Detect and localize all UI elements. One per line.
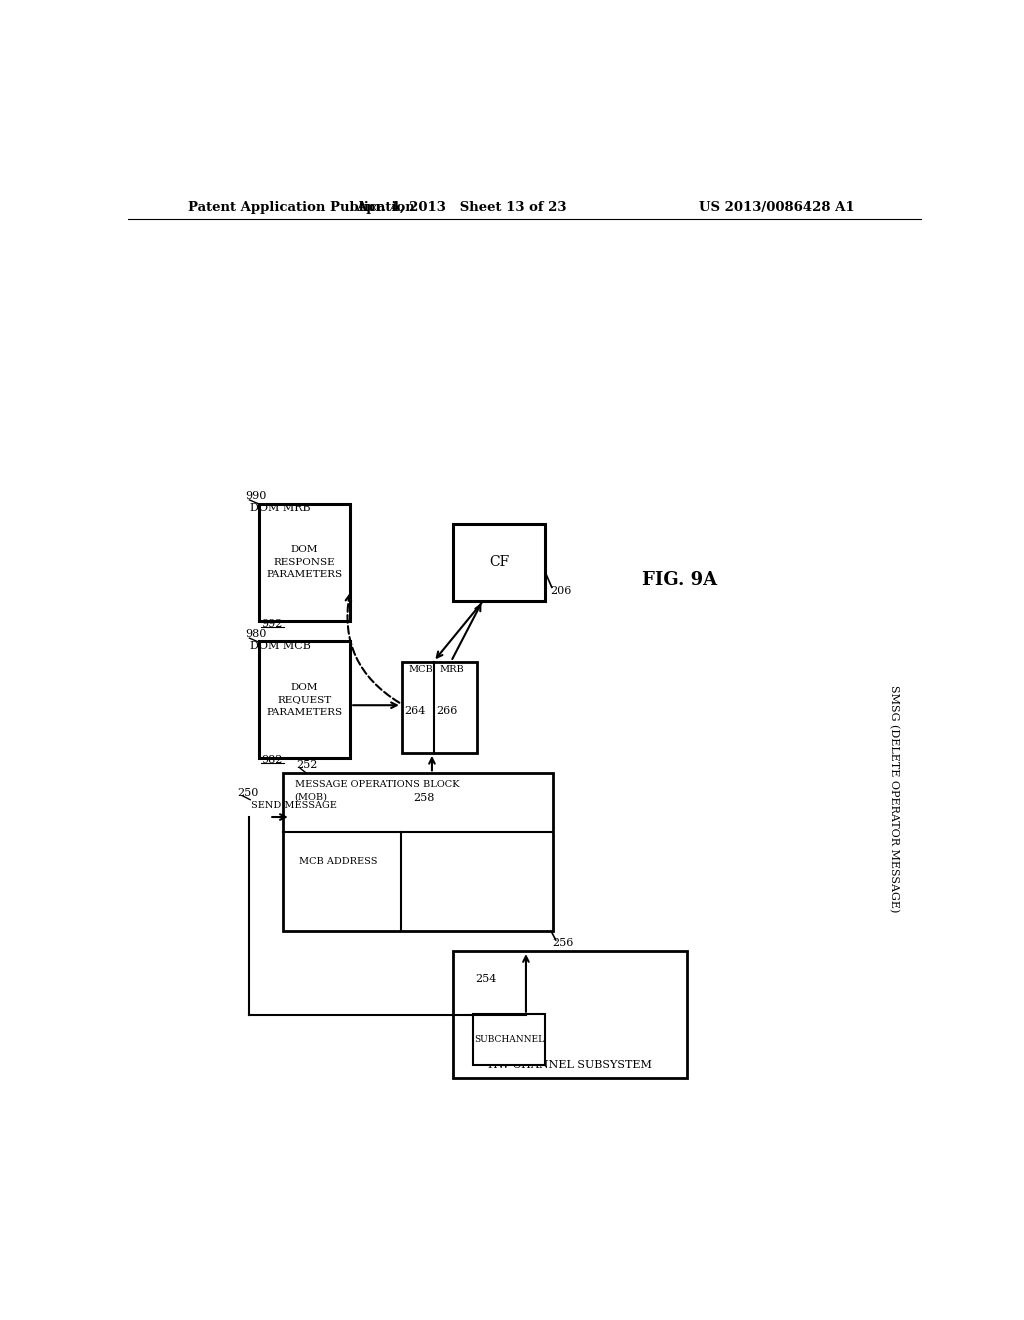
Text: 254: 254 (475, 974, 497, 983)
Text: MRB: MRB (439, 665, 464, 675)
Text: Patent Application Publication: Patent Application Publication (187, 201, 415, 214)
Text: 982: 982 (261, 755, 283, 766)
Text: US 2013/0086428 A1: US 2013/0086428 A1 (699, 201, 855, 214)
Text: 250: 250 (238, 788, 259, 797)
Text: HW CHANNEL SUBSYSTEM: HW CHANNEL SUBSYSTEM (488, 1060, 652, 1071)
Text: DOM
REQUEST
PARAMETERS: DOM REQUEST PARAMETERS (266, 682, 343, 717)
Bar (259, 504, 350, 620)
Text: 264: 264 (404, 706, 426, 717)
Bar (454, 952, 687, 1078)
Text: FIG. 9A: FIG. 9A (642, 572, 717, 589)
Text: 252: 252 (296, 760, 317, 770)
Text: MESSAGE OPERATIONS BLOCK: MESSAGE OPERATIONS BLOCK (295, 780, 459, 789)
Text: SEND MESSAGE: SEND MESSAGE (251, 801, 337, 810)
Text: 992: 992 (261, 619, 283, 628)
Text: 206: 206 (550, 586, 571, 597)
Bar (473, 1014, 545, 1065)
Text: 980: 980 (246, 630, 267, 639)
Text: (MOB): (MOB) (295, 792, 328, 801)
Text: SUBCHANNEL: SUBCHANNEL (474, 1035, 544, 1044)
Text: 266: 266 (436, 706, 458, 717)
Text: 258: 258 (414, 792, 435, 803)
Text: MCB: MCB (409, 665, 433, 675)
Text: 990: 990 (246, 491, 267, 500)
Text: Apr. 4, 2013   Sheet 13 of 23: Apr. 4, 2013 Sheet 13 of 23 (356, 201, 566, 214)
Text: DOM MRB: DOM MRB (250, 503, 311, 513)
Text: MCB ADDRESS: MCB ADDRESS (299, 857, 377, 866)
Text: SMSG (DELETE OPERATOR MESSAGE): SMSG (DELETE OPERATOR MESSAGE) (889, 685, 899, 912)
Bar (283, 774, 553, 931)
Bar (454, 524, 545, 601)
Bar (259, 642, 350, 758)
Text: CF: CF (488, 556, 509, 569)
Bar (401, 661, 477, 752)
Text: DOM MCB: DOM MCB (250, 642, 311, 651)
Text: 256: 256 (552, 939, 573, 948)
Text: DOM
RESPONSE
PARAMETERS: DOM RESPONSE PARAMETERS (266, 545, 343, 579)
